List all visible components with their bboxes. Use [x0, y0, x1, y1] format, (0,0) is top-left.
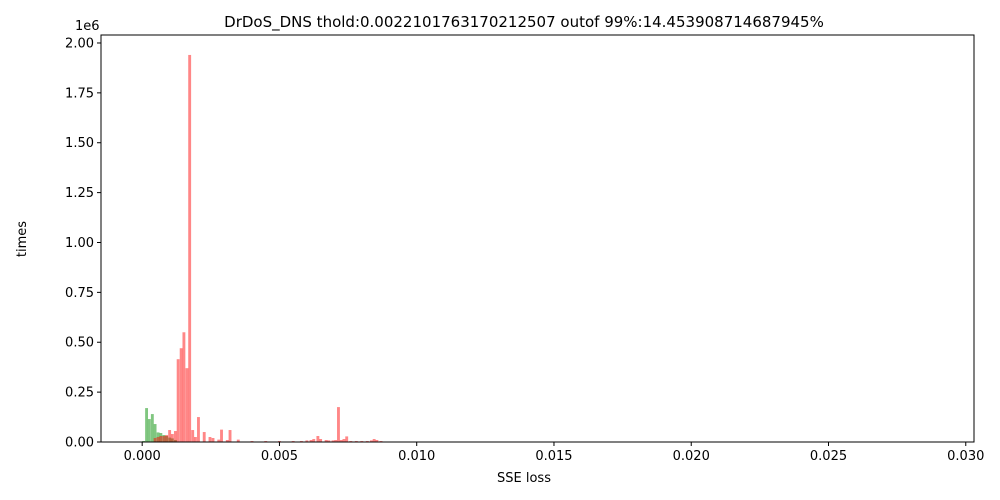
histogram-bar-series-2 [228, 430, 232, 442]
y-tick-label: 0.00 [65, 436, 94, 451]
histogram-bar-series-2 [312, 439, 316, 442]
histogram-bar-series-1 [147, 419, 151, 442]
histogram-bar-series-2 [165, 435, 169, 442]
y-tick-label: 0.75 [65, 286, 94, 301]
histogram-bar-series-2 [191, 430, 195, 442]
histogram-bar-series-2 [331, 440, 335, 442]
y-axis-multiplier: 1e6 [75, 19, 100, 34]
y-tick-label: 0.50 [65, 336, 94, 351]
histogram-bar-series-1 [156, 432, 160, 442]
histogram-bar-series-2 [153, 438, 157, 442]
histogram-bar-series-2 [342, 439, 346, 442]
axes: 0.000 0.005 0.010 0.015 0.020 0.025 0.030 0.00 0… [65, 34, 984, 464]
chart-title: DrDoS_DNS thold:0.0022101763170212507 ou… [224, 13, 824, 32]
histogram-bar-series-1 [173, 440, 177, 442]
y-axis-label: times [15, 221, 30, 257]
y-tick-label: 1.50 [65, 136, 94, 151]
y-tick-label: 1.75 [65, 86, 94, 101]
histogram-bar-series-2 [156, 437, 160, 442]
x-axis-label: SSE loss [497, 471, 551, 486]
x-tick-label: 0.020 [673, 449, 710, 464]
histogram-bar-series-2 [185, 368, 189, 442]
y-tick-label: 0.25 [65, 386, 94, 401]
x-tick-label: 0.025 [810, 449, 847, 464]
histogram-bar-series-2 [305, 440, 309, 442]
histogram-bar-series-2 [324, 440, 328, 442]
histogram-bar-series-1 [150, 414, 154, 442]
histogram-bar-series-1 [165, 436, 169, 442]
histogram-bar-series-1 [168, 437, 172, 442]
histogram-bar-series-2 [208, 437, 212, 442]
histogram-bar-series-2 [188, 54, 192, 442]
histogram-bar-series-2 [337, 407, 340, 442]
histogram-bar-series-2 [217, 439, 221, 442]
histogram-bar-series-2 [173, 431, 177, 442]
histogram-bar-series-1 [162, 435, 166, 442]
histogram-bar-series-2 [202, 432, 206, 442]
y-tick-label: 2.00 [65, 36, 94, 51]
histogram-bar-series-1 [153, 424, 157, 442]
x-tick-label: 0.010 [398, 449, 435, 464]
y-tick-label: 1.25 [65, 186, 94, 201]
histogram-bar-series-1 [159, 433, 163, 442]
histogram-bar-series-2 [194, 437, 197, 442]
x-tick-label: 0.000 [124, 449, 161, 464]
histogram-bar-series-2 [327, 440, 331, 442]
x-tick-label: 0.015 [535, 449, 572, 464]
histogram-bar-series-2 [309, 440, 313, 442]
histogram-bar-series-2 [334, 440, 338, 442]
histogram-bar-series-2 [236, 439, 240, 442]
histogram-bar-series-2 [197, 417, 200, 442]
plot-frame [100, 34, 975, 443]
histogram-bar-series-2 [179, 348, 183, 442]
histogram-bar-series-2 [316, 436, 320, 442]
histogram-bar-series-2 [225, 440, 229, 442]
y-tick-label: 1.00 [65, 236, 94, 251]
histogram-bar-series-1 [170, 438, 174, 442]
plot-area [142, 54, 383, 442]
histogram-bar-series-2 [220, 429, 223, 442]
histogram-bar-series-2 [375, 440, 379, 442]
histogram-bar-series-2 [170, 434, 174, 442]
histogram-bar-series-2 [319, 439, 323, 442]
histogram-bar-series-2 [369, 440, 373, 442]
x-tick-label: 0.005 [261, 449, 298, 464]
histogram-bar-series-2 [162, 436, 166, 442]
histogram-bar-series-1 [145, 408, 149, 442]
x-tick-label: 0.030 [947, 449, 984, 464]
histogram-bar-series-2 [211, 438, 215, 442]
histogram-bar-series-2 [339, 440, 343, 442]
histogram-bar-series-2 [168, 430, 172, 442]
histogram-bar-series-2 [182, 332, 186, 442]
histogram-bar-series-2 [159, 436, 163, 442]
histogram-bar-series-2 [345, 436, 349, 442]
histogram-bar-series-2 [176, 359, 180, 442]
histogram-bar-series-2 [372, 439, 376, 442]
